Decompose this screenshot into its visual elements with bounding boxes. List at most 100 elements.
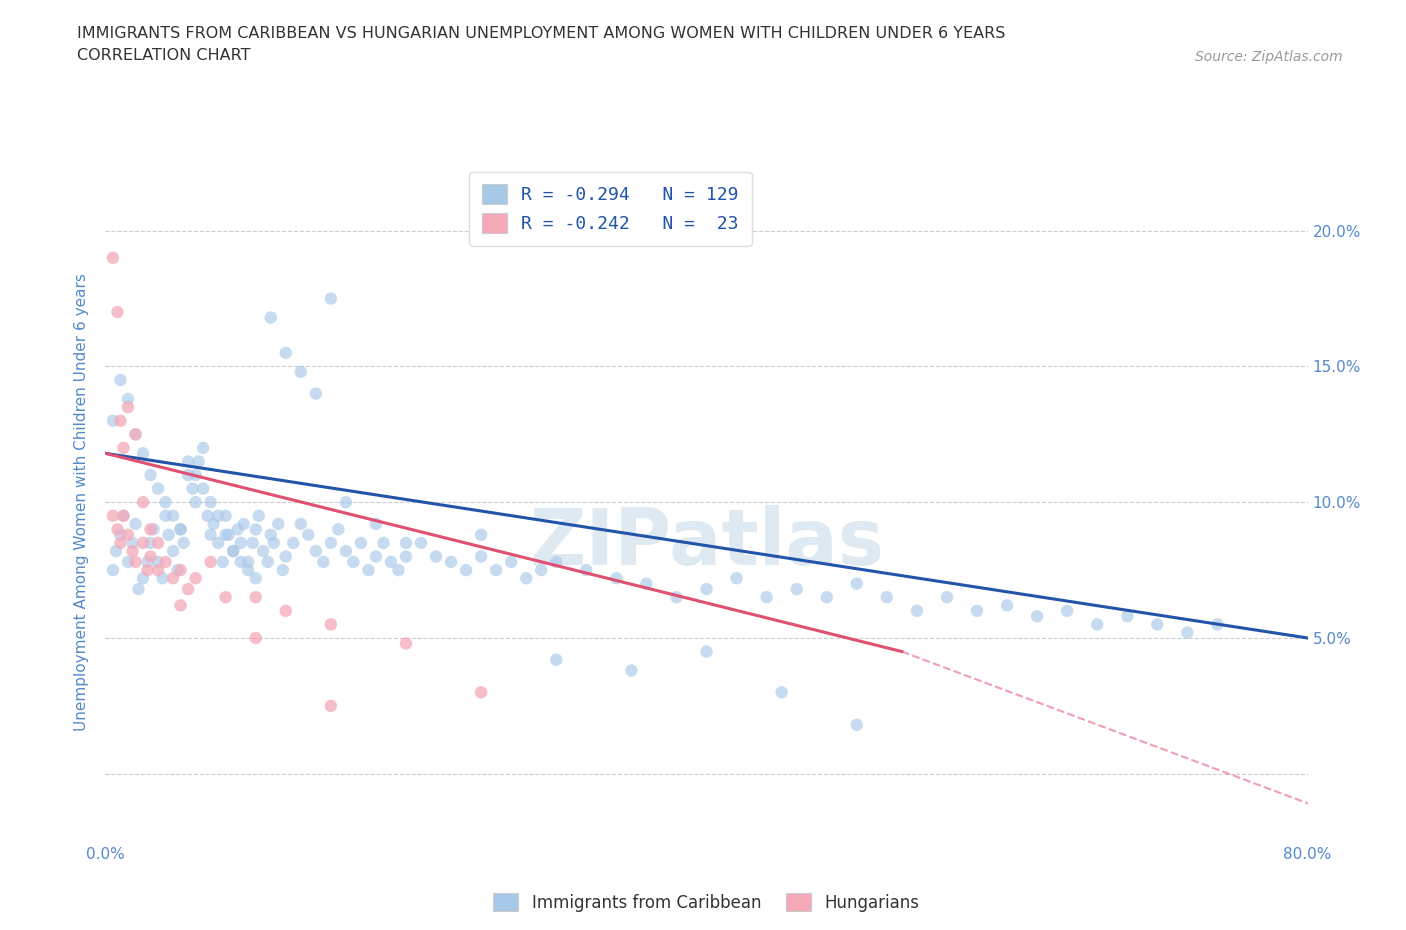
Point — [305, 544, 328, 559]
Point — [380, 554, 402, 569]
Point — [256, 554, 278, 569]
Point — [184, 495, 207, 510]
Point — [132, 445, 155, 460]
Point — [238, 554, 260, 569]
Point — [395, 536, 418, 551]
Point — [665, 590, 688, 604]
Point — [132, 536, 155, 551]
Point — [191, 441, 214, 456]
Point — [200, 554, 222, 569]
Point — [636, 577, 658, 591]
Point — [169, 598, 191, 613]
Point — [191, 481, 214, 496]
Point — [110, 413, 132, 428]
Legend: Immigrants from Caribbean, Hungarians: Immigrants from Caribbean, Hungarians — [484, 883, 929, 922]
Point — [290, 516, 312, 531]
Point — [162, 509, 184, 524]
Point — [146, 563, 169, 578]
Point — [238, 563, 260, 578]
Point — [202, 516, 225, 531]
Point — [128, 581, 150, 596]
Point — [312, 554, 335, 569]
Point — [177, 468, 200, 483]
Point — [440, 554, 463, 569]
Point — [245, 631, 267, 645]
Point — [124, 554, 146, 569]
Point — [197, 509, 219, 524]
Point — [1116, 609, 1139, 624]
Point — [169, 522, 191, 537]
Point — [387, 563, 409, 578]
Point — [245, 571, 267, 586]
Point — [274, 604, 297, 618]
Point — [1026, 609, 1049, 624]
Point — [274, 345, 297, 360]
Point — [530, 563, 553, 578]
Point — [139, 549, 162, 564]
Point — [546, 652, 568, 667]
Point — [335, 495, 357, 510]
Point — [364, 549, 387, 564]
Point — [357, 563, 380, 578]
Point — [454, 563, 477, 578]
Point — [124, 427, 146, 442]
Point — [319, 536, 342, 551]
Point — [755, 590, 778, 604]
Point — [1146, 617, 1168, 631]
Point — [470, 684, 492, 699]
Point — [229, 536, 252, 551]
Point — [342, 554, 364, 569]
Point — [162, 571, 184, 586]
Point — [155, 554, 177, 569]
Point — [620, 663, 643, 678]
Point — [260, 527, 283, 542]
Point — [139, 536, 162, 551]
Point — [117, 554, 139, 569]
Point — [152, 571, 174, 586]
Point — [725, 571, 748, 586]
Point — [187, 454, 209, 469]
Point — [297, 527, 319, 542]
Point — [605, 571, 627, 586]
Point — [132, 571, 155, 586]
Point — [501, 554, 523, 569]
Point — [229, 554, 252, 569]
Point — [110, 536, 132, 551]
Point — [274, 549, 297, 564]
Point — [214, 509, 236, 524]
Point — [373, 536, 395, 551]
Point — [226, 522, 249, 537]
Point — [207, 509, 229, 524]
Point — [395, 636, 418, 651]
Point — [247, 509, 270, 524]
Point — [110, 373, 132, 388]
Point — [162, 544, 184, 559]
Point — [139, 468, 162, 483]
Point — [101, 250, 124, 265]
Point — [104, 544, 127, 559]
Point — [263, 536, 285, 551]
Point — [200, 527, 222, 542]
Point — [966, 604, 988, 618]
Point — [696, 644, 718, 659]
Point — [905, 604, 928, 618]
Point — [184, 468, 207, 483]
Point — [770, 684, 793, 699]
Point — [146, 554, 169, 569]
Point — [107, 522, 129, 537]
Point — [136, 563, 159, 578]
Point — [936, 590, 959, 604]
Point — [112, 441, 135, 456]
Point — [169, 522, 191, 537]
Point — [177, 581, 200, 596]
Point — [200, 495, 222, 510]
Point — [214, 527, 236, 542]
Point — [146, 481, 169, 496]
Point — [1085, 617, 1108, 631]
Point — [290, 365, 312, 379]
Point — [546, 554, 568, 569]
Point — [117, 392, 139, 406]
Point — [184, 571, 207, 586]
Text: Source: ZipAtlas.com: Source: ZipAtlas.com — [1195, 50, 1343, 64]
Point — [139, 522, 162, 537]
